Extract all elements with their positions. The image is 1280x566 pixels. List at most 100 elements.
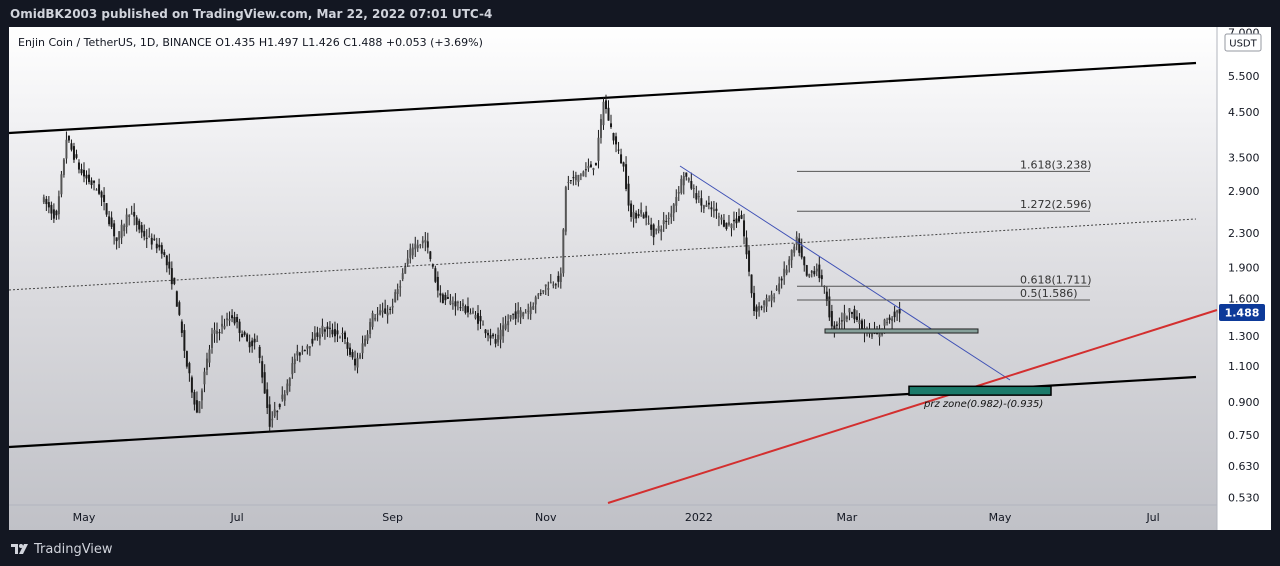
candle-body xyxy=(203,371,206,385)
candle-body xyxy=(419,244,422,246)
candle-body xyxy=(47,202,50,208)
candle-body xyxy=(293,358,296,365)
candle-body xyxy=(504,323,507,329)
last-price-label: 1.488 xyxy=(1225,307,1260,320)
candle-body xyxy=(218,332,221,334)
candle-body xyxy=(642,214,645,219)
candle-body xyxy=(271,418,274,421)
candle-body xyxy=(808,273,811,277)
candle-body xyxy=(554,284,557,286)
candle-series[interactable] xyxy=(42,94,901,432)
candle-body xyxy=(722,219,725,227)
candle-body xyxy=(532,305,535,310)
channel-upper-line[interactable] xyxy=(8,61,1197,135)
descending-trendline[interactable] xyxy=(679,165,1011,381)
candle-body xyxy=(655,229,658,231)
price-tick-label: 5.500 xyxy=(1228,70,1260,83)
candle-body xyxy=(542,290,545,293)
candle-body xyxy=(93,181,96,183)
candle-body xyxy=(512,313,515,315)
candle-body xyxy=(778,283,781,292)
candle-body xyxy=(773,297,776,299)
candle-body xyxy=(599,119,602,138)
candle-body xyxy=(707,202,710,205)
prz-zone-box[interactable] xyxy=(908,385,1052,396)
candle-body xyxy=(838,323,841,325)
candle-body xyxy=(188,363,191,374)
candle-body xyxy=(399,286,402,288)
time-tick-label: Mar xyxy=(837,511,858,524)
candle-body xyxy=(283,394,286,401)
candle-body xyxy=(492,334,495,337)
candle-body xyxy=(650,224,653,230)
candle-body xyxy=(356,357,359,368)
candle-body xyxy=(140,225,143,233)
candle-body xyxy=(843,313,846,322)
candle-body xyxy=(133,211,136,217)
candle-body xyxy=(77,162,80,170)
time-axis-ticks: May Jul Sep Nov 2022 Mar May Jul xyxy=(73,511,1160,524)
candle-body xyxy=(120,224,123,238)
candle-body xyxy=(409,248,412,258)
candle-body xyxy=(228,319,231,321)
price-axis-panel[interactable] xyxy=(1217,27,1271,530)
candle-body xyxy=(738,216,741,222)
support-zone-box[interactable] xyxy=(824,328,979,334)
candle-body xyxy=(667,217,670,219)
candle-body xyxy=(813,271,816,275)
price-tick-label: 0.750 xyxy=(1228,429,1260,442)
candle-body xyxy=(83,169,85,177)
candle-body xyxy=(562,229,565,274)
last-price-badge xyxy=(1219,304,1265,321)
candle-body xyxy=(552,284,555,286)
symbol-legend[interactable]: Enjin Coin / TetherUS, 1D, BINANCE O1.43… xyxy=(18,36,483,49)
ascending-trendline[interactable] xyxy=(607,309,1218,504)
currency-badge[interactable] xyxy=(1224,33,1262,52)
candle-body xyxy=(436,276,439,291)
candle-body xyxy=(891,318,894,322)
candle-body xyxy=(321,325,324,334)
candle-body xyxy=(135,217,138,225)
candle-body xyxy=(780,278,783,281)
candle-body xyxy=(479,315,482,322)
candle-body xyxy=(359,354,362,359)
candle-body xyxy=(338,337,341,339)
candle-body xyxy=(768,300,771,302)
price-tick-label: 1.600 xyxy=(1228,292,1260,305)
prz-zone-label: prz zone(0.982)-(0.935) xyxy=(923,399,1043,410)
price-tick-label: 0.900 xyxy=(1228,396,1260,409)
candle-body xyxy=(471,311,474,313)
candle-body xyxy=(439,293,442,296)
candle-body xyxy=(497,334,500,343)
candle-body xyxy=(695,193,698,200)
candle-body xyxy=(421,240,424,244)
candle-body xyxy=(630,203,633,217)
candle-body xyxy=(612,133,615,141)
channel-midline[interactable] xyxy=(8,218,1197,291)
candle-body xyxy=(502,325,505,337)
candle-body xyxy=(888,317,891,321)
candle-body xyxy=(148,235,151,237)
drawings[interactable]: 1.618(3.238) 1.272(2.596) 0.618(1.711)0.5(… xyxy=(607,158,1218,504)
candle-body xyxy=(354,358,357,366)
candle-body xyxy=(572,177,575,179)
candle-body xyxy=(256,340,259,342)
candle-body xyxy=(760,306,763,308)
candle-body xyxy=(449,300,452,305)
candle-body xyxy=(687,178,690,181)
candle-body xyxy=(253,338,256,343)
candle-body xyxy=(67,135,70,141)
price-tick-label: 0.530 xyxy=(1228,491,1260,504)
candle-body xyxy=(306,346,309,349)
footer-brand[interactable]: TradingView xyxy=(10,538,113,560)
candle-body xyxy=(763,301,766,306)
candle-body xyxy=(298,352,301,356)
candle-body xyxy=(328,327,331,329)
candle-body xyxy=(825,291,828,302)
candle-body xyxy=(150,237,153,245)
candle-body xyxy=(261,361,264,378)
chart-area[interactable] xyxy=(9,27,1271,530)
candle-body xyxy=(60,174,63,195)
candle-body xyxy=(349,347,352,355)
